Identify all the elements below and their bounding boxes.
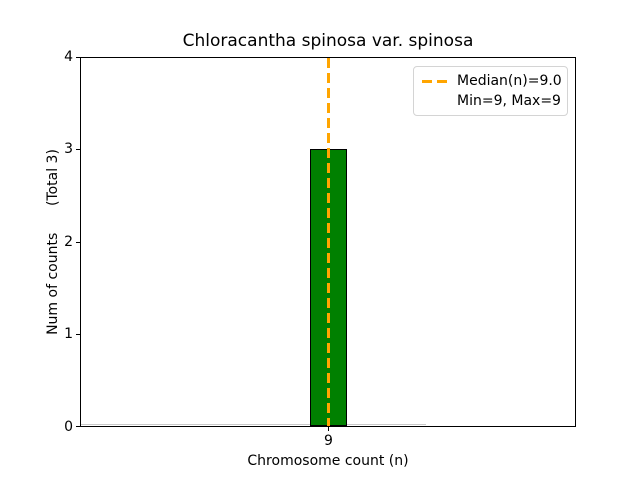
ytick-mark-4 xyxy=(76,57,80,58)
empty-legend-marker xyxy=(422,100,449,103)
legend: Median(n)=9.0 Min=9, Max=9 xyxy=(413,66,568,116)
xtick-mark-9 xyxy=(328,427,329,431)
ytick-label-1: 1 xyxy=(64,326,73,342)
ytick-mark-1 xyxy=(76,334,80,335)
legend-entry-median: Median(n)=9.0 xyxy=(422,71,562,91)
ytick-label-3: 3 xyxy=(64,141,73,157)
zero-baseline xyxy=(81,424,426,425)
ytick-mark-3 xyxy=(76,149,80,150)
ytick-mark-0 xyxy=(76,426,80,427)
chart-title: Chloracantha spinosa var. spinosa xyxy=(182,31,474,51)
xtick-label-9: 9 xyxy=(324,433,333,449)
x-axis-label: Chromosome count (n) xyxy=(247,453,409,469)
ytick-mark-2 xyxy=(76,242,80,243)
ytick-label-2: 2 xyxy=(64,234,73,250)
median-vline xyxy=(327,58,330,426)
legend-label-minmax: Min=9, Max=9 xyxy=(457,93,561,109)
dashed-line-legend-marker-icon xyxy=(422,79,449,83)
ytick-label-0: 0 xyxy=(64,419,73,435)
legend-label-median: Median(n)=9.0 xyxy=(457,73,562,89)
ytick-label-4: 4 xyxy=(64,49,73,65)
plot-area: Median(n)=9.0 Min=9, Max=9 xyxy=(80,57,576,427)
legend-entry-minmax: Min=9, Max=9 xyxy=(422,91,561,111)
